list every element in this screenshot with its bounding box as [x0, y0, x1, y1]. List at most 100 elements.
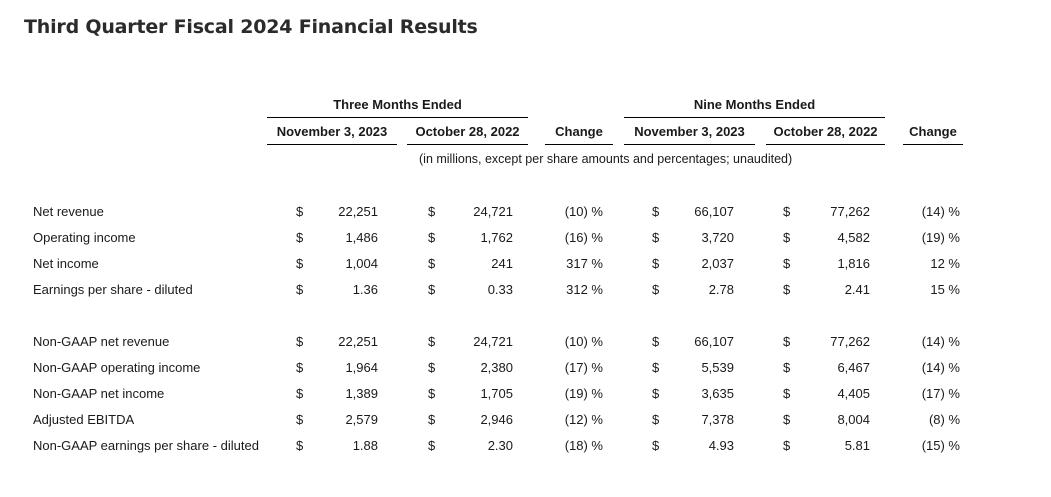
- cell-q-change: (19) %: [564, 386, 603, 401]
- currency-symbol: $: [296, 282, 304, 297]
- cell-q3-2022: 24,721: [473, 334, 513, 349]
- cell-q-change: 312 %: [566, 282, 603, 297]
- cell-q3-2023: 1.36: [352, 282, 378, 297]
- currency-symbol: $: [783, 204, 791, 219]
- table-row: Non-GAAP net income $1,389 $1,705 (19) % $3,…: [0, 386, 1051, 406]
- cell-q3-2022: 2.30: [487, 438, 513, 453]
- table-row: Non-GAAP earnings per share - diluted $1.…: [0, 438, 1051, 458]
- cell-q3-2023: 22,251: [338, 334, 378, 349]
- currency-symbol: $: [428, 412, 436, 427]
- row-label: Operating income: [33, 230, 136, 245]
- cell-ytd-2023: 5,539: [701, 360, 734, 375]
- cell-ytd-change: (8) %: [928, 412, 960, 427]
- row-label: Earnings per share - diluted: [33, 282, 193, 297]
- currency-symbol: $: [428, 230, 436, 245]
- currency-symbol: $: [783, 386, 791, 401]
- currency-symbol: $: [652, 386, 660, 401]
- currency-symbol: $: [296, 204, 304, 219]
- cell-q3-2022: 241: [491, 256, 513, 271]
- cell-ytd-change: (17) %: [921, 386, 960, 401]
- cell-q3-2023: 1,964: [345, 360, 378, 375]
- currency-symbol: $: [296, 230, 304, 245]
- cell-q3-2022: 2,946: [480, 412, 513, 427]
- cell-ytd-2022: 4,582: [837, 230, 870, 245]
- row-label: Net income: [33, 256, 99, 271]
- cell-q3-2023: 1.88: [352, 438, 378, 453]
- cell-q3-2022: 1,762: [480, 230, 513, 245]
- col-header-ytd-change: Change: [903, 124, 963, 145]
- currency-symbol: $: [428, 386, 436, 401]
- currency-symbol: $: [652, 282, 660, 297]
- col-header-q3-2022: October 28, 2022: [407, 124, 528, 145]
- cell-ytd-2022: 4,405: [837, 386, 870, 401]
- cell-q-change: (12) %: [564, 412, 603, 427]
- col-header-q-change: Change: [545, 124, 613, 145]
- col-header-ytd-2023: November 3, 2023: [624, 124, 755, 145]
- cell-q3-2023: 1,004: [345, 256, 378, 271]
- currency-symbol: $: [783, 438, 791, 453]
- cell-ytd-change: (19) %: [921, 230, 960, 245]
- currency-symbol: $: [652, 204, 660, 219]
- currency-symbol: $: [428, 204, 436, 219]
- cell-ytd-2022: 2.41: [844, 282, 870, 297]
- cell-q-change: (10) %: [564, 204, 603, 219]
- currency-symbol: $: [428, 438, 436, 453]
- cell-q-change: (18) %: [564, 438, 603, 453]
- currency-symbol: $: [296, 386, 304, 401]
- cell-ytd-2023: 7,378: [701, 412, 734, 427]
- cell-ytd-2022: 77,262: [830, 334, 870, 349]
- table-row: Adjusted EBITDA $2,579 $2,946 (12) % $7,378 $…: [0, 412, 1051, 432]
- currency-symbol: $: [783, 360, 791, 375]
- row-label: Non-GAAP earnings per share - diluted: [33, 438, 259, 453]
- row-label: Net revenue: [33, 204, 104, 219]
- cell-ytd-2022: 1,816: [837, 256, 870, 271]
- cell-q-change: (10) %: [564, 334, 603, 349]
- cell-ytd-2023: 2.78: [708, 282, 734, 297]
- currency-symbol: $: [296, 412, 304, 427]
- cell-ytd-change: 12 %: [930, 256, 960, 271]
- cell-q3-2023: 1,389: [345, 386, 378, 401]
- row-label: Non-GAAP operating income: [33, 360, 201, 375]
- cell-ytd-2022: 6,467: [837, 360, 870, 375]
- cell-ytd-2022: 5.81: [844, 438, 870, 453]
- col-header-q3-2023: November 3, 2023: [267, 124, 397, 145]
- cell-ytd-change: (14) %: [921, 204, 960, 219]
- currency-symbol: $: [652, 334, 660, 349]
- row-label: Non-GAAP net revenue: [33, 334, 170, 349]
- currency-symbol: $: [652, 438, 660, 453]
- currency-symbol: $: [652, 412, 660, 427]
- cell-q-change: (17) %: [564, 360, 603, 375]
- cell-ytd-2023: 66,107: [694, 204, 734, 219]
- currency-symbol: $: [428, 334, 436, 349]
- cell-ytd-change: (15) %: [921, 438, 960, 453]
- cell-ytd-2023: 2,037: [701, 256, 734, 271]
- group-header-nine-months: Nine Months Ended: [624, 97, 885, 118]
- currency-symbol: $: [652, 360, 660, 375]
- cell-q3-2023: 22,251: [338, 204, 378, 219]
- currency-symbol: $: [783, 230, 791, 245]
- table-row: Non-GAAP operating income $1,964 $2,380 (17…: [0, 360, 1051, 380]
- cell-q3-2022: 24,721: [473, 204, 513, 219]
- currency-symbol: $: [783, 334, 791, 349]
- cell-ytd-2022: 77,262: [830, 204, 870, 219]
- currency-symbol: $: [652, 256, 660, 271]
- currency-symbol: $: [296, 438, 304, 453]
- currency-symbol: $: [296, 256, 304, 271]
- cell-ytd-2022: 8,004: [837, 412, 870, 427]
- table-row: Net income $1,004 $241 317 % $2,037 $1,816 12 …: [0, 256, 1051, 276]
- cell-ytd-2023: 3,720: [701, 230, 734, 245]
- table-row: Non-GAAP net revenue $22,251 $24,721 (10) %…: [0, 334, 1051, 354]
- currency-symbol: $: [428, 360, 436, 375]
- col-header-ytd-2022: October 28, 2022: [766, 124, 885, 145]
- group-header-three-months: Three Months Ended: [267, 97, 528, 118]
- cell-ytd-2023: 4.93: [708, 438, 734, 453]
- cell-q-change: (16) %: [564, 230, 603, 245]
- currency-symbol: $: [652, 230, 660, 245]
- cell-ytd-2023: 3,635: [701, 386, 734, 401]
- cell-q3-2022: 2,380: [480, 360, 513, 375]
- page-title: Third Quarter Fiscal 2024 Financial Resu…: [24, 16, 478, 38]
- currency-symbol: $: [783, 412, 791, 427]
- cell-q-change: 317 %: [566, 256, 603, 271]
- currency-symbol: $: [783, 282, 791, 297]
- currency-symbol: $: [428, 282, 436, 297]
